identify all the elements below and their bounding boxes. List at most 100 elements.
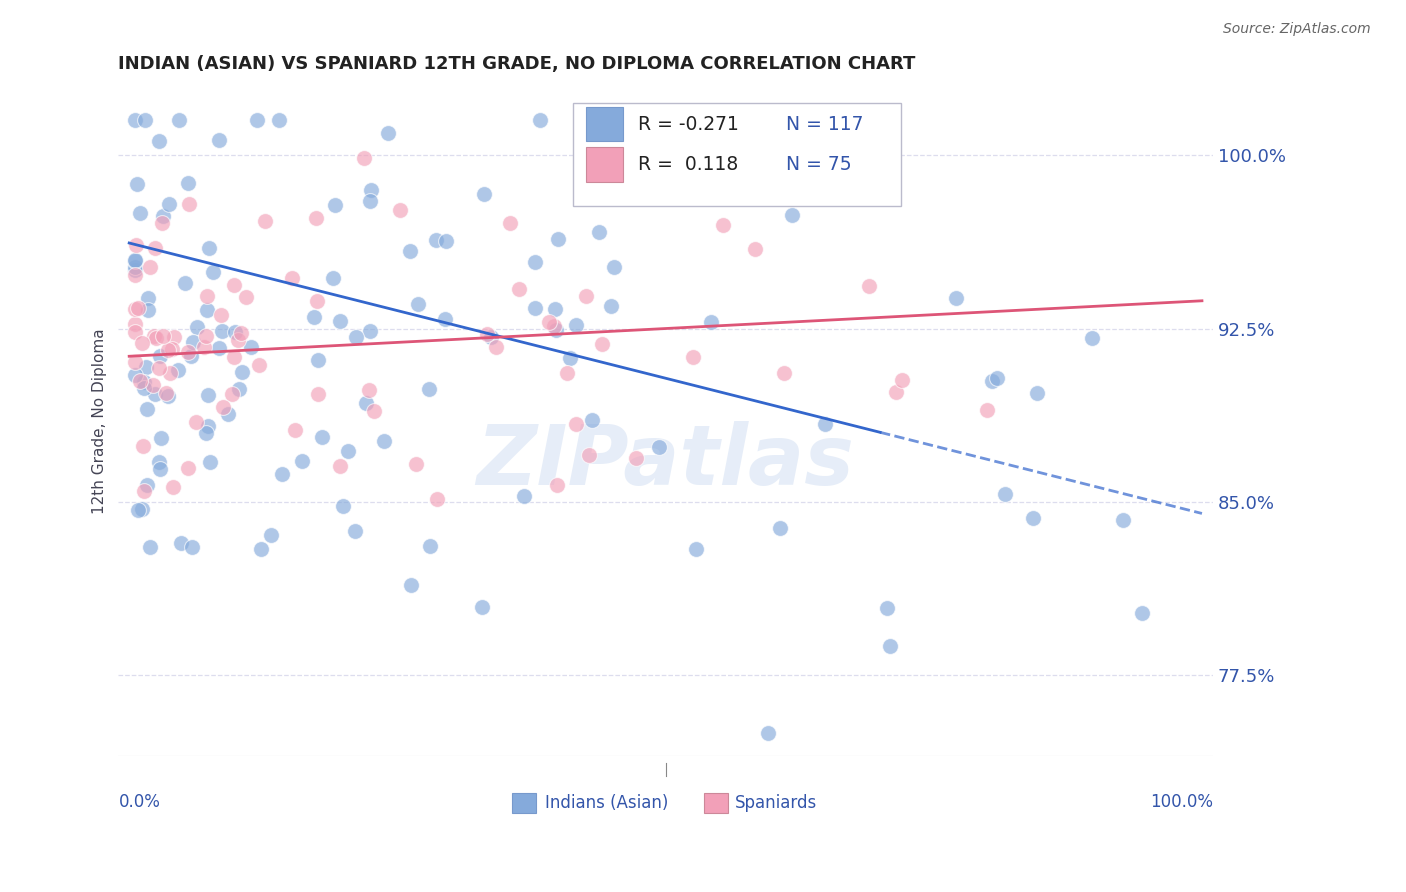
- Point: [254, 213, 277, 227]
- Point: [891, 373, 914, 387]
- Point: [322, 271, 344, 285]
- Point: [197, 388, 219, 402]
- Point: [538, 315, 561, 329]
- Text: Spaniards: Spaniards: [734, 794, 817, 812]
- Text: 100.0%: 100.0%: [1150, 793, 1213, 811]
- Point: [398, 244, 420, 259]
- Point: [756, 726, 779, 740]
- Point: [135, 477, 157, 491]
- Point: [858, 279, 880, 293]
- Point: [336, 444, 359, 458]
- Point: [405, 458, 427, 472]
- Point: [399, 578, 422, 592]
- Point: [945, 292, 967, 306]
- Point: [159, 197, 181, 211]
- Point: [135, 360, 157, 375]
- Point: [162, 480, 184, 494]
- Point: [127, 177, 149, 191]
- Point: [246, 113, 269, 128]
- Point: [138, 540, 160, 554]
- Point: [157, 388, 180, 402]
- Point: [508, 282, 530, 296]
- FancyBboxPatch shape: [512, 793, 537, 814]
- Point: [131, 502, 153, 516]
- Point: [578, 448, 600, 462]
- Point: [360, 183, 382, 197]
- Point: [1130, 606, 1153, 620]
- Point: [323, 198, 346, 212]
- Point: [228, 333, 250, 347]
- Point: [152, 329, 174, 343]
- Point: [1111, 513, 1133, 527]
- Point: [555, 366, 578, 380]
- Point: [543, 318, 565, 333]
- Point: [229, 326, 252, 340]
- Point: [125, 238, 148, 252]
- Text: R = -0.271: R = -0.271: [638, 114, 740, 134]
- FancyBboxPatch shape: [586, 106, 623, 142]
- Point: [353, 152, 375, 166]
- Point: [1080, 331, 1102, 345]
- Point: [221, 387, 243, 401]
- FancyBboxPatch shape: [704, 793, 728, 814]
- Text: Indians (Asian): Indians (Asian): [546, 794, 669, 812]
- Point: [198, 241, 221, 255]
- Point: [250, 542, 273, 557]
- Point: [876, 601, 898, 615]
- Point: [359, 383, 381, 397]
- Point: [224, 325, 246, 339]
- Point: [148, 455, 170, 469]
- Point: [156, 343, 179, 357]
- Point: [142, 377, 165, 392]
- Point: [195, 329, 218, 343]
- Point: [359, 194, 381, 208]
- Point: [167, 113, 190, 128]
- Point: [163, 330, 186, 344]
- Point: [329, 459, 352, 474]
- Point: [148, 360, 170, 375]
- Point: [148, 134, 170, 148]
- Point: [994, 486, 1017, 500]
- FancyBboxPatch shape: [572, 103, 901, 206]
- Point: [124, 268, 146, 282]
- Point: [159, 366, 181, 380]
- Point: [471, 600, 494, 615]
- Point: [150, 216, 173, 230]
- Point: [124, 368, 146, 383]
- Point: [143, 387, 166, 401]
- Point: [176, 345, 198, 359]
- Point: [124, 325, 146, 339]
- Point: [132, 439, 155, 453]
- Point: [544, 301, 567, 316]
- Point: [305, 294, 328, 309]
- Point: [267, 113, 290, 128]
- Point: [207, 341, 229, 355]
- Point: [782, 208, 804, 222]
- Point: [981, 374, 1004, 388]
- Point: [197, 419, 219, 434]
- Point: [152, 209, 174, 223]
- Point: [166, 363, 188, 377]
- Point: [377, 126, 399, 140]
- Point: [588, 225, 610, 239]
- Point: [124, 263, 146, 277]
- Point: [217, 407, 239, 421]
- Point: [344, 524, 367, 538]
- Point: [129, 374, 152, 388]
- FancyBboxPatch shape: [586, 147, 623, 182]
- Point: [419, 540, 441, 554]
- Point: [307, 352, 329, 367]
- Point: [131, 335, 153, 350]
- Point: [354, 396, 377, 410]
- Point: [181, 334, 204, 349]
- Point: [581, 413, 603, 427]
- Point: [136, 303, 159, 318]
- Point: [281, 271, 304, 285]
- Point: [565, 318, 588, 333]
- Point: [1026, 386, 1049, 401]
- Text: N = 75: N = 75: [786, 154, 852, 174]
- Point: [329, 314, 352, 328]
- Point: [648, 441, 671, 455]
- Point: [558, 351, 581, 365]
- Point: [591, 336, 613, 351]
